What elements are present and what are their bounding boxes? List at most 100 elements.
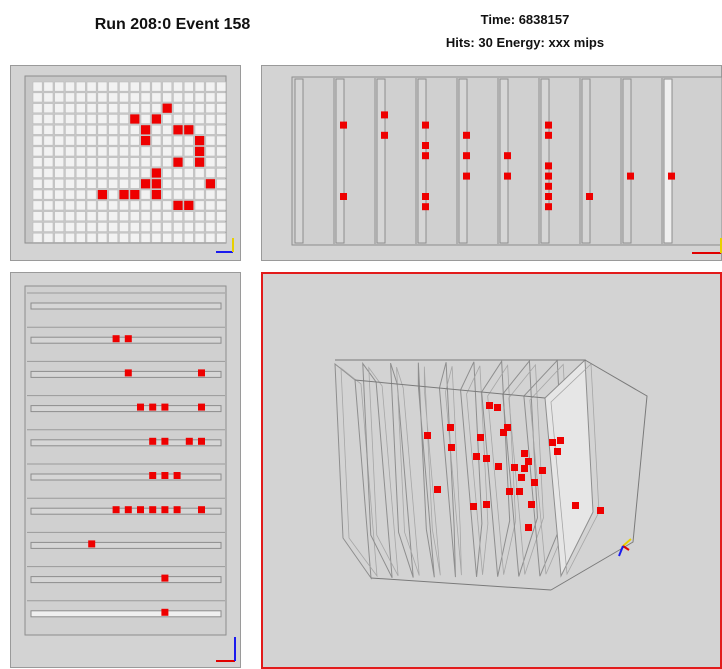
- grid-cell: [97, 114, 108, 124]
- time-label: Time: 6838157: [480, 12, 570, 27]
- hit: [545, 162, 552, 170]
- hit: [448, 444, 455, 451]
- axis-triad-icon: [216, 238, 234, 253]
- layer-plane: [417, 362, 435, 578]
- grid-cell: [183, 168, 194, 178]
- layer-plane-inner: [396, 366, 420, 576]
- side-view-canvas: [24, 285, 236, 662]
- grid-cell: [86, 81, 97, 92]
- grid-cell: [119, 81, 129, 92]
- layer-plane-inner: [340, 367, 378, 578]
- grid-cell: [140, 114, 151, 124]
- hit: [531, 479, 538, 486]
- grid-cell: [119, 103, 129, 114]
- grid-cell: [43, 114, 54, 124]
- layer-bar: [30, 610, 222, 618]
- hit: [422, 121, 429, 129]
- hit: [173, 125, 183, 135]
- grid-cell: [216, 189, 227, 200]
- grid-cell: [205, 124, 216, 135]
- hit: [511, 464, 518, 471]
- grid-cell: [32, 168, 43, 178]
- hit: [486, 402, 493, 409]
- grid-cell: [97, 232, 108, 243]
- grid-cell: [54, 114, 65, 124]
- hit: [130, 114, 140, 124]
- top-view-panel[interactable]: [261, 65, 722, 261]
- hit: [500, 429, 507, 436]
- layer-bar: [30, 405, 222, 413]
- hit: [463, 131, 470, 139]
- grid-cell: [183, 92, 194, 103]
- grid-cell: [65, 103, 75, 114]
- grid-cell: [97, 157, 108, 168]
- grid-cell: [216, 114, 227, 124]
- grid-cell: [86, 92, 97, 103]
- hit: [340, 121, 347, 129]
- grid-cell: [129, 124, 140, 135]
- grid-cell: [65, 168, 75, 178]
- grid-cell: [140, 168, 151, 178]
- grid-cell: [75, 157, 86, 168]
- grid-cell: [173, 146, 183, 157]
- grid-cell: [75, 211, 86, 222]
- grid-cell: [65, 178, 75, 189]
- layer-bar: [294, 78, 304, 244]
- hit: [141, 136, 151, 146]
- grid-cell: [108, 200, 119, 211]
- grid-cell: [43, 81, 54, 92]
- grid-cell: [129, 200, 140, 211]
- grid-cell: [194, 168, 205, 178]
- front-view-panel[interactable]: [10, 65, 241, 261]
- grid-cell: [129, 146, 140, 157]
- hit: [473, 453, 480, 460]
- hit: [151, 168, 161, 178]
- grid-cell: [97, 135, 108, 146]
- 3d-view-panel[interactable]: [261, 272, 722, 669]
- grid-cell: [129, 157, 140, 168]
- hit: [549, 439, 556, 446]
- hit: [184, 200, 194, 210]
- hit: [539, 467, 546, 474]
- hit: [545, 193, 552, 200]
- grid-cell: [86, 157, 97, 168]
- hit: [518, 474, 525, 481]
- hit: [597, 507, 604, 514]
- hit: [161, 574, 169, 582]
- grid-cell: [86, 178, 97, 189]
- hit: [504, 172, 511, 180]
- hit: [340, 193, 347, 200]
- side-view-panel[interactable]: [10, 272, 241, 668]
- grid-cell: [86, 114, 97, 124]
- grid-cell: [75, 92, 86, 103]
- hit: [525, 458, 532, 465]
- grid-cell: [140, 92, 151, 103]
- grid-cell: [216, 92, 227, 103]
- grid-cell: [162, 146, 173, 157]
- grid-cell: [140, 81, 151, 92]
- grid-cell: [86, 222, 97, 232]
- hit: [173, 472, 181, 479]
- grid-cell: [97, 92, 108, 103]
- hit: [504, 152, 511, 160]
- grid-cell: [108, 157, 119, 168]
- grid-cell: [119, 178, 129, 189]
- layer-bar: [458, 78, 468, 244]
- layer-bar: [30, 439, 222, 447]
- hit: [483, 455, 490, 462]
- layer-plane: [362, 361, 393, 579]
- hit: [161, 608, 169, 616]
- layer-plane-inner: [423, 366, 441, 576]
- hit: [494, 404, 501, 411]
- grid-cell: [119, 222, 129, 232]
- grid-cell: [65, 114, 75, 124]
- hit: [124, 506, 132, 514]
- layer-bar: [540, 78, 550, 244]
- hit: [477, 434, 484, 441]
- layer-plane: [334, 362, 372, 580]
- hit: [516, 488, 523, 495]
- box-edge: [354, 379, 546, 399]
- grid-cell: [151, 146, 162, 157]
- grid-cell: [43, 200, 54, 211]
- grid-cell: [216, 103, 227, 114]
